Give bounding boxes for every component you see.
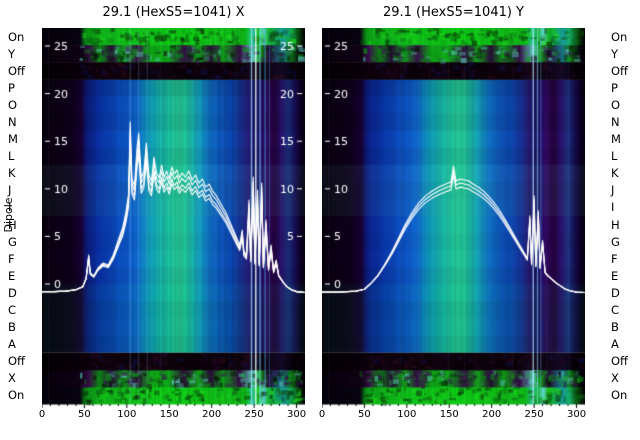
row-label: A xyxy=(8,337,16,352)
row-label: P xyxy=(611,80,618,95)
row-label: H xyxy=(611,217,620,232)
row-label: Off xyxy=(8,354,25,369)
row-label: G xyxy=(611,234,620,249)
x-tick-label: 0 xyxy=(38,409,46,420)
x-tick-label: 200 xyxy=(482,409,502,420)
heatmap-canvas-x xyxy=(42,28,305,410)
row-label: C xyxy=(8,303,17,317)
row-label: E xyxy=(8,268,16,283)
row-label: X xyxy=(611,371,619,386)
row-label: F xyxy=(8,251,15,266)
row-label: O xyxy=(8,97,18,112)
row-label: Off xyxy=(611,63,628,78)
row-label: L xyxy=(8,149,15,164)
row-label: K xyxy=(611,166,619,181)
row-label: P xyxy=(8,80,15,95)
x-tick-label: 300 xyxy=(566,409,587,420)
row-label: J xyxy=(611,183,615,198)
row-label: B xyxy=(8,320,16,335)
heatmap-canvas-y xyxy=(322,28,585,410)
x-tick-label: 250 xyxy=(524,409,544,420)
row-label: G xyxy=(8,234,17,249)
row-label: D xyxy=(8,285,17,300)
row-label: I xyxy=(8,200,12,215)
row-label: A xyxy=(611,337,619,352)
row-label: On xyxy=(8,29,25,44)
x-tick-label: 100 xyxy=(397,409,417,420)
row-label: I xyxy=(611,200,615,215)
panel-title-y: 29.1 (HexS5=1041) Y xyxy=(382,5,525,20)
row-label: D xyxy=(611,285,620,300)
x-tick-label: 200 xyxy=(202,409,222,420)
x-tick-label: 150 xyxy=(439,409,459,420)
dipole-axis-label: Dipole xyxy=(2,197,15,233)
x-tick-label: 150 xyxy=(159,409,179,420)
row-label: Y xyxy=(611,46,619,61)
row-label: F xyxy=(611,251,618,266)
row-label: M xyxy=(8,132,18,147)
x-tick-label: 50 xyxy=(78,409,91,420)
row-label: Off xyxy=(611,354,628,369)
row-label: J xyxy=(8,183,12,198)
row-label: C xyxy=(611,303,620,317)
row-label: Off xyxy=(8,63,25,78)
row-label: On xyxy=(8,388,25,403)
row-label: O xyxy=(611,97,621,112)
x-tick-label: 0 xyxy=(318,409,326,420)
row-label: L xyxy=(611,149,618,164)
row-label: On xyxy=(611,388,628,403)
row-label: N xyxy=(8,115,17,129)
x-tick-label: 250 xyxy=(244,409,264,420)
x-tick-label: 300 xyxy=(286,409,307,420)
row-label: E xyxy=(611,268,619,283)
row-label: H xyxy=(8,217,17,232)
row-label: On xyxy=(611,29,628,44)
panel-title-x: 29.1 (HexS5=1041) X xyxy=(102,5,245,20)
row-label: M xyxy=(611,132,621,147)
x-tick-label: 50 xyxy=(358,409,371,420)
x-tick-label: 100 xyxy=(117,409,137,420)
row-label: K xyxy=(8,166,16,181)
row-label: X xyxy=(8,371,16,386)
row-label: B xyxy=(611,320,619,335)
row-label: Y xyxy=(8,46,16,61)
row-label: N xyxy=(611,115,620,129)
